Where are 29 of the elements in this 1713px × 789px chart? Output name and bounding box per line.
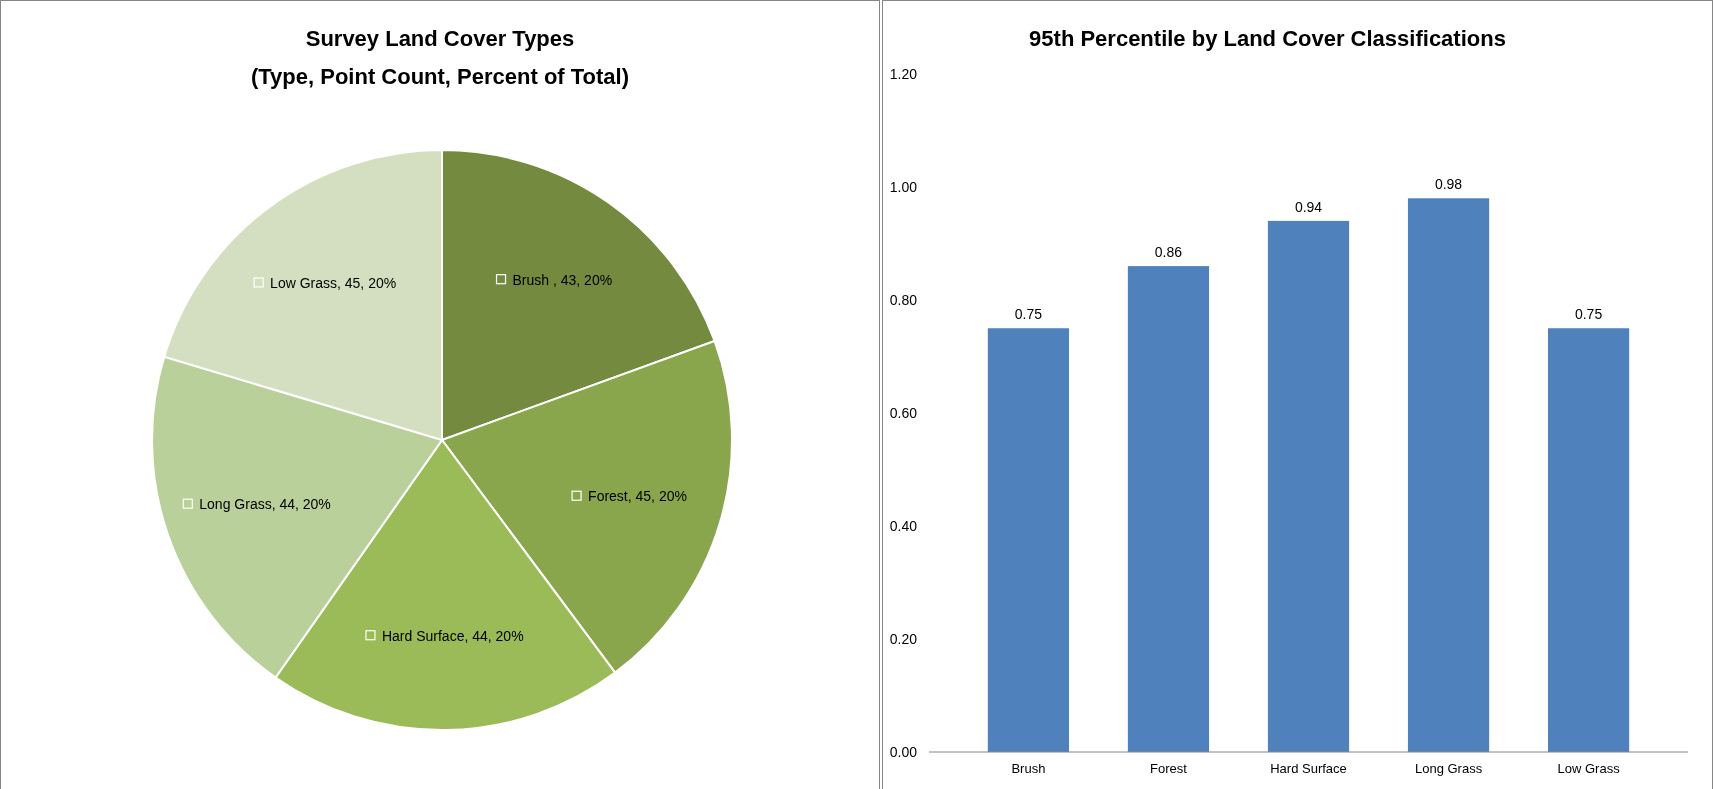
data-label: 0.75 (1014, 306, 1043, 323)
bar (1547, 328, 1630, 752)
y-tick-label: 1.20 (889, 65, 918, 82)
chart-title: Survey Land Cover Types (Type, Point Count, Percent of Total) (250, 26, 630, 89)
data-label: 0.94 (1294, 198, 1323, 215)
legend-label: Low Grass, 45, 20% (270, 274, 397, 291)
chart-title: 95th Percentile by Land Cover Classifications (1029, 26, 1506, 51)
y-tick-label: 0.40 (889, 517, 918, 534)
bar (1127, 266, 1210, 752)
bar (1267, 220, 1350, 752)
y-tick-label: 0.20 (889, 630, 918, 647)
x-tick-label: Low Grass (1557, 761, 1621, 777)
legend-label: Brush , 43, 20% (512, 271, 613, 288)
data-label: 0.75 (1574, 306, 1603, 323)
y-tick-label: 0.00 (889, 743, 918, 760)
x-tick-label: Forest (1150, 761, 1188, 777)
data-label: 0.86 (1154, 244, 1183, 261)
bar (987, 328, 1070, 752)
x-tick-label: Brush (1011, 761, 1046, 777)
bar (1407, 198, 1490, 752)
data-label: 0.98 (1434, 176, 1463, 193)
x-tick-label: Long Grass (1414, 761, 1483, 777)
y-tick-label: 1.00 (889, 178, 918, 195)
y-tick-label: 0.80 (889, 291, 918, 308)
legend-label: Hard Surface, 44, 20% (381, 627, 524, 644)
y-tick-label: 0.60 (889, 404, 918, 421)
legend-label: Forest, 45, 20% (588, 488, 687, 505)
legend-label: Long Grass, 44, 20% (199, 496, 331, 513)
x-tick-label: Hard Surface (1270, 761, 1347, 777)
